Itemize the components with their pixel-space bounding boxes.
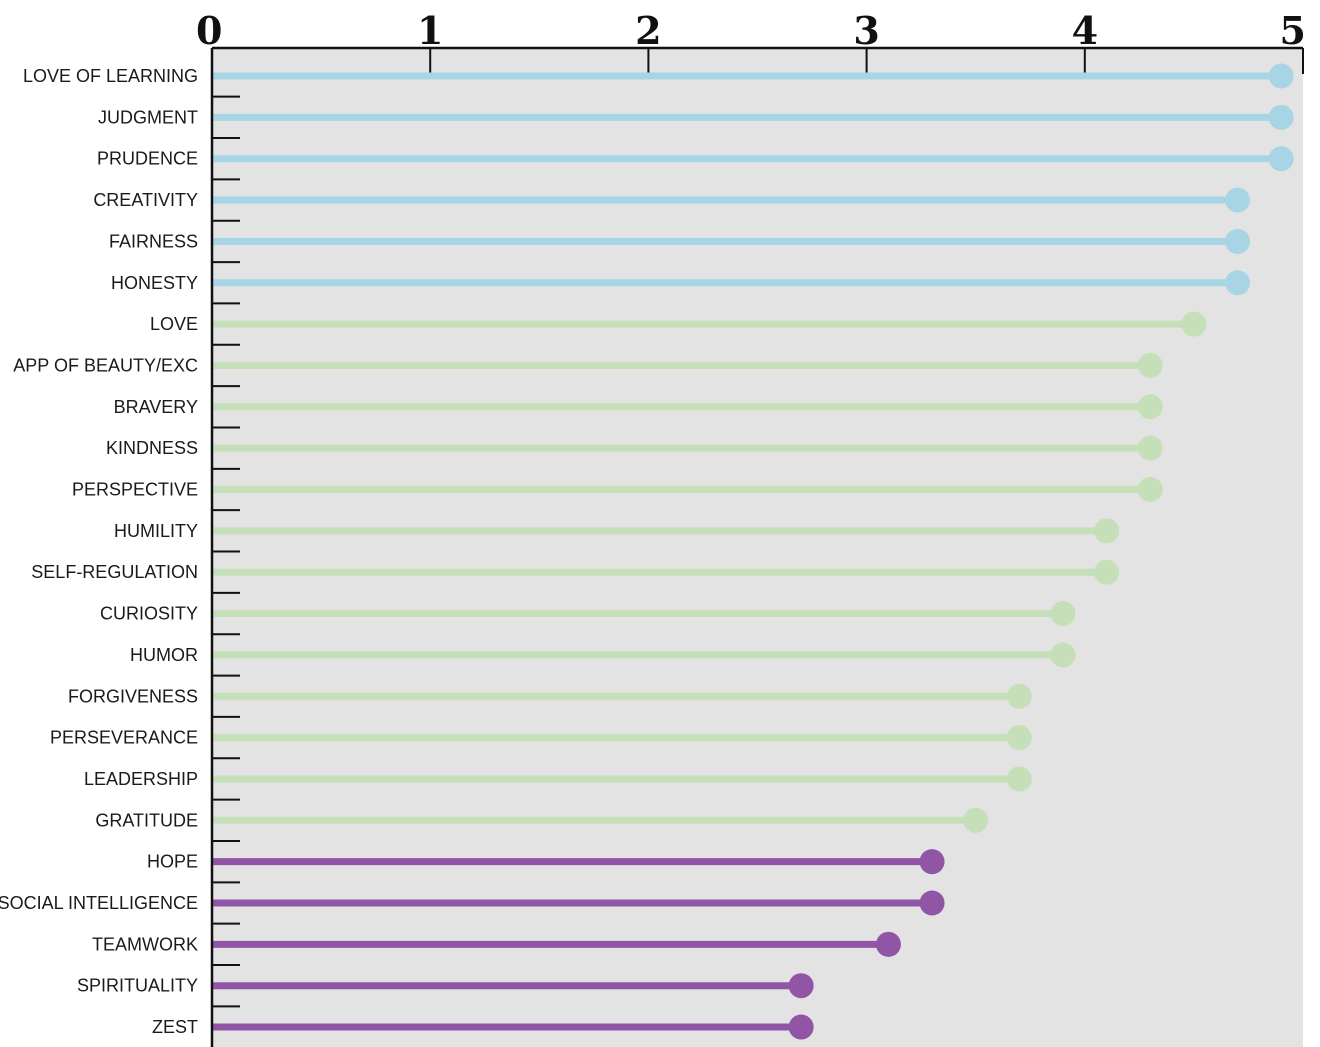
category-label: CREATIVITY (93, 190, 198, 210)
x-tick-label: 4 (1072, 8, 1098, 53)
category-label: CURIOSITY (100, 604, 198, 624)
lollipop-dot (1050, 642, 1076, 668)
lollipop-row: LEADERSHIP (84, 766, 1032, 801)
category-label: GRATITUDE (95, 810, 198, 830)
lollipop-row: HUMILITY (114, 518, 1120, 553)
lollipop-row: CREATIVITY (93, 187, 1251, 222)
category-label: APP OF BEAUTY/EXC (13, 355, 198, 375)
category-label: HOPE (147, 852, 198, 872)
x-tick-label: 0 (196, 8, 222, 53)
lollipop-dot (1050, 601, 1076, 627)
category-label: SPIRITUALITY (77, 976, 198, 996)
lollipop-row: SELF-REGULATION (31, 559, 1120, 594)
plot-background (212, 48, 1303, 1047)
lollipop-row: FORGIVENESS (68, 683, 1032, 718)
lollipop-dot (1137, 352, 1163, 378)
lollipop-dot (875, 931, 901, 957)
x-axis: 0 1 2 3 4 5 (196, 8, 1306, 74)
series-marks: LOVE OF LEARNING JUDGMENT PRUDENCE CREATIVI… (0, 63, 1294, 1040)
lollipop-row: HONESTY (111, 270, 1251, 305)
lollipop-dot (1268, 104, 1294, 130)
category-label: FORGIVENESS (68, 686, 198, 706)
category-label: FAIRNESS (109, 231, 198, 251)
category-label: SELF-REGULATION (31, 562, 198, 582)
lollipop-dot (1006, 766, 1032, 792)
lollipop-dot (788, 973, 814, 999)
x-tick-label: 5 (1280, 8, 1306, 53)
x-tick-label: 1 (417, 8, 443, 53)
category-label: ZEST (152, 1017, 198, 1037)
lollipop-dot (919, 890, 945, 916)
lollipop-row: CURIOSITY (100, 601, 1076, 636)
x-tick-label: 2 (635, 8, 661, 53)
lollipop-row: ZEST (152, 1014, 814, 1040)
lollipop-row: LOVE (150, 311, 1207, 346)
category-label: LEADERSHIP (84, 769, 198, 789)
category-label: HONESTY (111, 273, 198, 293)
lollipop-dot (1137, 435, 1163, 461)
lollipop-row: GRATITUDE (95, 807, 989, 842)
category-label: PERSPECTIVE (72, 480, 198, 500)
lollipop-row: SPIRITUALITY (77, 973, 814, 1008)
axis-lines (210, 46, 1303, 1047)
lollipop-row: JUDGMENT (98, 104, 1294, 140)
lollipop-row: BRAVERY (114, 394, 1163, 429)
lollipop-dot (1094, 559, 1120, 585)
category-label: HUMILITY (114, 521, 198, 541)
category-label: BRAVERY (114, 397, 198, 417)
category-label: PRUDENCE (97, 149, 198, 169)
category-label: LOVE OF LEARNING (23, 66, 198, 86)
lollipop-dot (1268, 63, 1294, 89)
lollipop-row: HOPE (147, 849, 945, 884)
lollipop-dot (1181, 311, 1207, 337)
lollipop-dot (1137, 394, 1163, 420)
lollipop-row: SOCIAL INTELLIGENCE (0, 890, 945, 925)
lollipop-dot (1225, 228, 1251, 254)
lollipop-dot (1006, 725, 1032, 751)
x-tick-label: 3 (853, 8, 879, 53)
category-label: TEAMWORK (92, 934, 198, 954)
lollipop-dot (919, 849, 945, 875)
category-label: KINDNESS (106, 438, 198, 458)
category-label: HUMOR (130, 645, 198, 665)
category-label: PERSEVERANCE (50, 728, 198, 748)
lollipop-row: APP OF BEAUTY/EXC (13, 352, 1163, 388)
lollipop-dot (1137, 477, 1163, 502)
lollipop-row: TEAMWORK (92, 931, 901, 967)
lollipop-row: FAIRNESS (109, 228, 1251, 264)
lollipop-row: PERSEVERANCE (50, 725, 1032, 760)
lollipop-row: HUMOR (130, 642, 1076, 677)
lollipop-dot (1225, 270, 1251, 296)
lollipop-dot (788, 1014, 814, 1040)
lollipop-row: LOVE OF LEARNING (23, 63, 1294, 98)
category-label: SOCIAL INTELLIGENCE (0, 893, 198, 913)
lollipop-dot (1268, 146, 1294, 172)
category-label: LOVE (150, 314, 198, 334)
lollipop-row: KINDNESS (106, 435, 1163, 470)
category-label: JUDGMENT (98, 107, 198, 127)
lollipop-row: PERSPECTIVE (72, 477, 1163, 512)
lollipop-dot (1006, 683, 1032, 709)
lollipop-dot (1225, 187, 1251, 213)
lollipop-dot (963, 807, 989, 833)
lollipop-dot (1094, 518, 1120, 544)
lollipop-row: PRUDENCE (97, 146, 1294, 181)
